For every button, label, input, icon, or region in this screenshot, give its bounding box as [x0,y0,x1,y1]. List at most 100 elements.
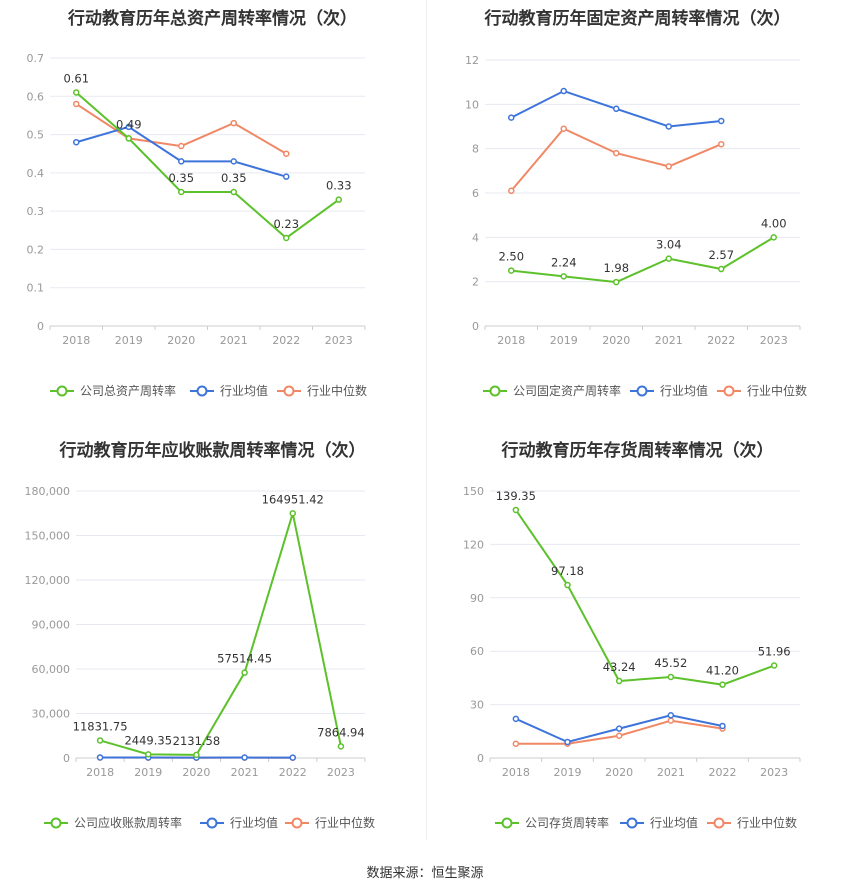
legend-marker [636,385,648,397]
data-point-avg [241,754,248,761]
chart-title: 行动教育历年总资产周转率情况（次） [68,9,357,29]
y-tick-label: 0 [63,752,70,765]
legend-item-company[interactable]: 公司固定资产周转率 [483,383,621,398]
data-point-avg [178,158,185,165]
data-point-avg [512,715,520,723]
data-point-avg [230,158,237,165]
chart-panel-inventory: 行动教育历年存货周转率情况（次） 0 30 60 90 120 150 2018 2019 20… [425,432,850,864]
data-point-company [667,673,675,681]
legend-label: 行业均值 [230,815,278,830]
data-point-company [230,188,237,196]
series-line-company [99,513,342,756]
chart-fixed-assets: 0 2 4 6 8 10 12 2018 2019 2020 2021 2022 2023 2.50 2.2… [465,54,807,398]
data-point-median [615,732,623,739]
data-label: 2449.35 [124,733,172,747]
legend-item-median[interactable]: 行业中位数 [285,815,375,830]
data-point-company [73,89,80,96]
data-source: 数据来源：恒生聚源 [366,866,484,881]
data-point-company [564,581,571,589]
legend-marker [626,817,638,829]
x-tick-label: 2018 [502,766,530,779]
data-point-company [241,669,248,676]
data-label: 4.00 [761,216,787,230]
legend-marker [723,385,735,397]
chart-inventory: 0 30 60 90 120 150 2018 2019 2020 2021 2022 2023 139… [463,485,801,830]
x-tick-label: 2022 [272,334,300,347]
x-tick-label: 2023 [760,766,788,779]
legend-item-company[interactable]: 公司应收账款周转率 [44,815,182,830]
x-tick-label: 2023 [327,766,355,779]
y-tick-label: 120 [463,538,484,551]
y-tick-label: 150 [463,485,484,498]
chart-panel-fixed-assets: 行动教育历年固定资产周转率情况（次） 0 2 4 6 8 10 12 2018 2019 2020… [425,0,850,432]
legend-item-avg[interactable]: 行业均值 [620,815,698,830]
y-tick-label: 120,000 [25,574,71,587]
y-tick-label: 10 [465,98,479,111]
y-tick-label: 30,000 [32,708,71,721]
x-tick-label: 2023 [325,334,353,347]
data-point-avg [96,754,104,761]
legend-marker [206,817,218,829]
data-point-avg [508,114,515,121]
data-label: 57514.45 [217,652,272,666]
chart-title: 行动教育历年应收账款周转率情况（次） [59,441,366,461]
data-point-company [770,662,778,669]
legend-item-avg[interactable]: 行业均值 [630,383,708,398]
y-tick-label: 12 [465,54,479,67]
y-tick-label: 0.5 [27,129,45,142]
legend-item-avg[interactable]: 行业均值 [190,383,268,398]
x-tick-label: 2021 [220,334,248,347]
data-point-median [178,142,185,150]
y-tick-label: 150,000 [25,530,71,543]
chart-panel-total-assets: 行动教育历年总资产周转率情况（次） 0 0.1 0.2 0.3 0.4 0.5 0.6 0.7… [0,0,425,432]
data-point-avg [73,138,80,146]
legend-marker [489,385,501,397]
legend-item-median[interactable]: 行业中位数 [277,383,367,398]
data-point-avg [564,738,571,746]
data-point-company [560,273,567,280]
data-point-median [283,150,290,157]
data-point-median [508,187,515,195]
data-label: 139.35 [496,489,536,503]
x-tick-label: 2020 [182,766,210,779]
legend-item-median[interactable]: 行业中位数 [707,815,797,830]
y-tick-label: 0.7 [27,52,45,65]
data-point-avg [283,173,290,180]
legend-item-company[interactable]: 公司总资产周转率 [50,383,176,398]
x-tick-label: 2021 [655,334,683,347]
y-tick-label: 0.2 [27,243,45,256]
series-line-company [511,236,775,284]
data-point-median [512,740,520,748]
series-line-company [75,91,340,240]
data-point-company [508,267,515,274]
y-tick-label: 0.4 [27,167,45,180]
data-label: 7864.94 [317,725,365,739]
x-tick-label: 2019 [554,766,582,779]
legend-item-median[interactable]: 行业中位数 [717,383,807,398]
y-tick-label: 6 [472,187,479,200]
y-tick-label: 60,000 [32,663,71,676]
panel-divider [426,0,427,840]
data-point-median [718,140,725,148]
legend-marker [56,385,68,397]
data-label: 2.57 [708,248,734,262]
data-point-avg [667,712,675,719]
data-point-avg [665,123,672,130]
x-tick-label: 2021 [231,766,259,779]
y-tick-label: 0.3 [27,205,45,218]
data-point-company [335,196,342,203]
legend-item-company[interactable]: 公司存货周转率 [495,815,609,830]
data-point-company [193,751,200,759]
data-label: 2131.58 [173,734,221,748]
data-label: 0.23 [273,217,299,231]
data-label: 2.24 [551,255,577,269]
legend-label: 行业中位数 [315,815,375,830]
y-tick-label: 2 [472,276,479,289]
legend-label: 行业中位数 [747,383,807,398]
data-point-company [125,135,132,142]
data-point-company [283,234,290,242]
legend-item-avg[interactable]: 行业均值 [200,815,278,830]
data-point-company [770,234,777,241]
legend-marker [291,817,303,829]
x-tick-label: 2019 [134,766,162,779]
